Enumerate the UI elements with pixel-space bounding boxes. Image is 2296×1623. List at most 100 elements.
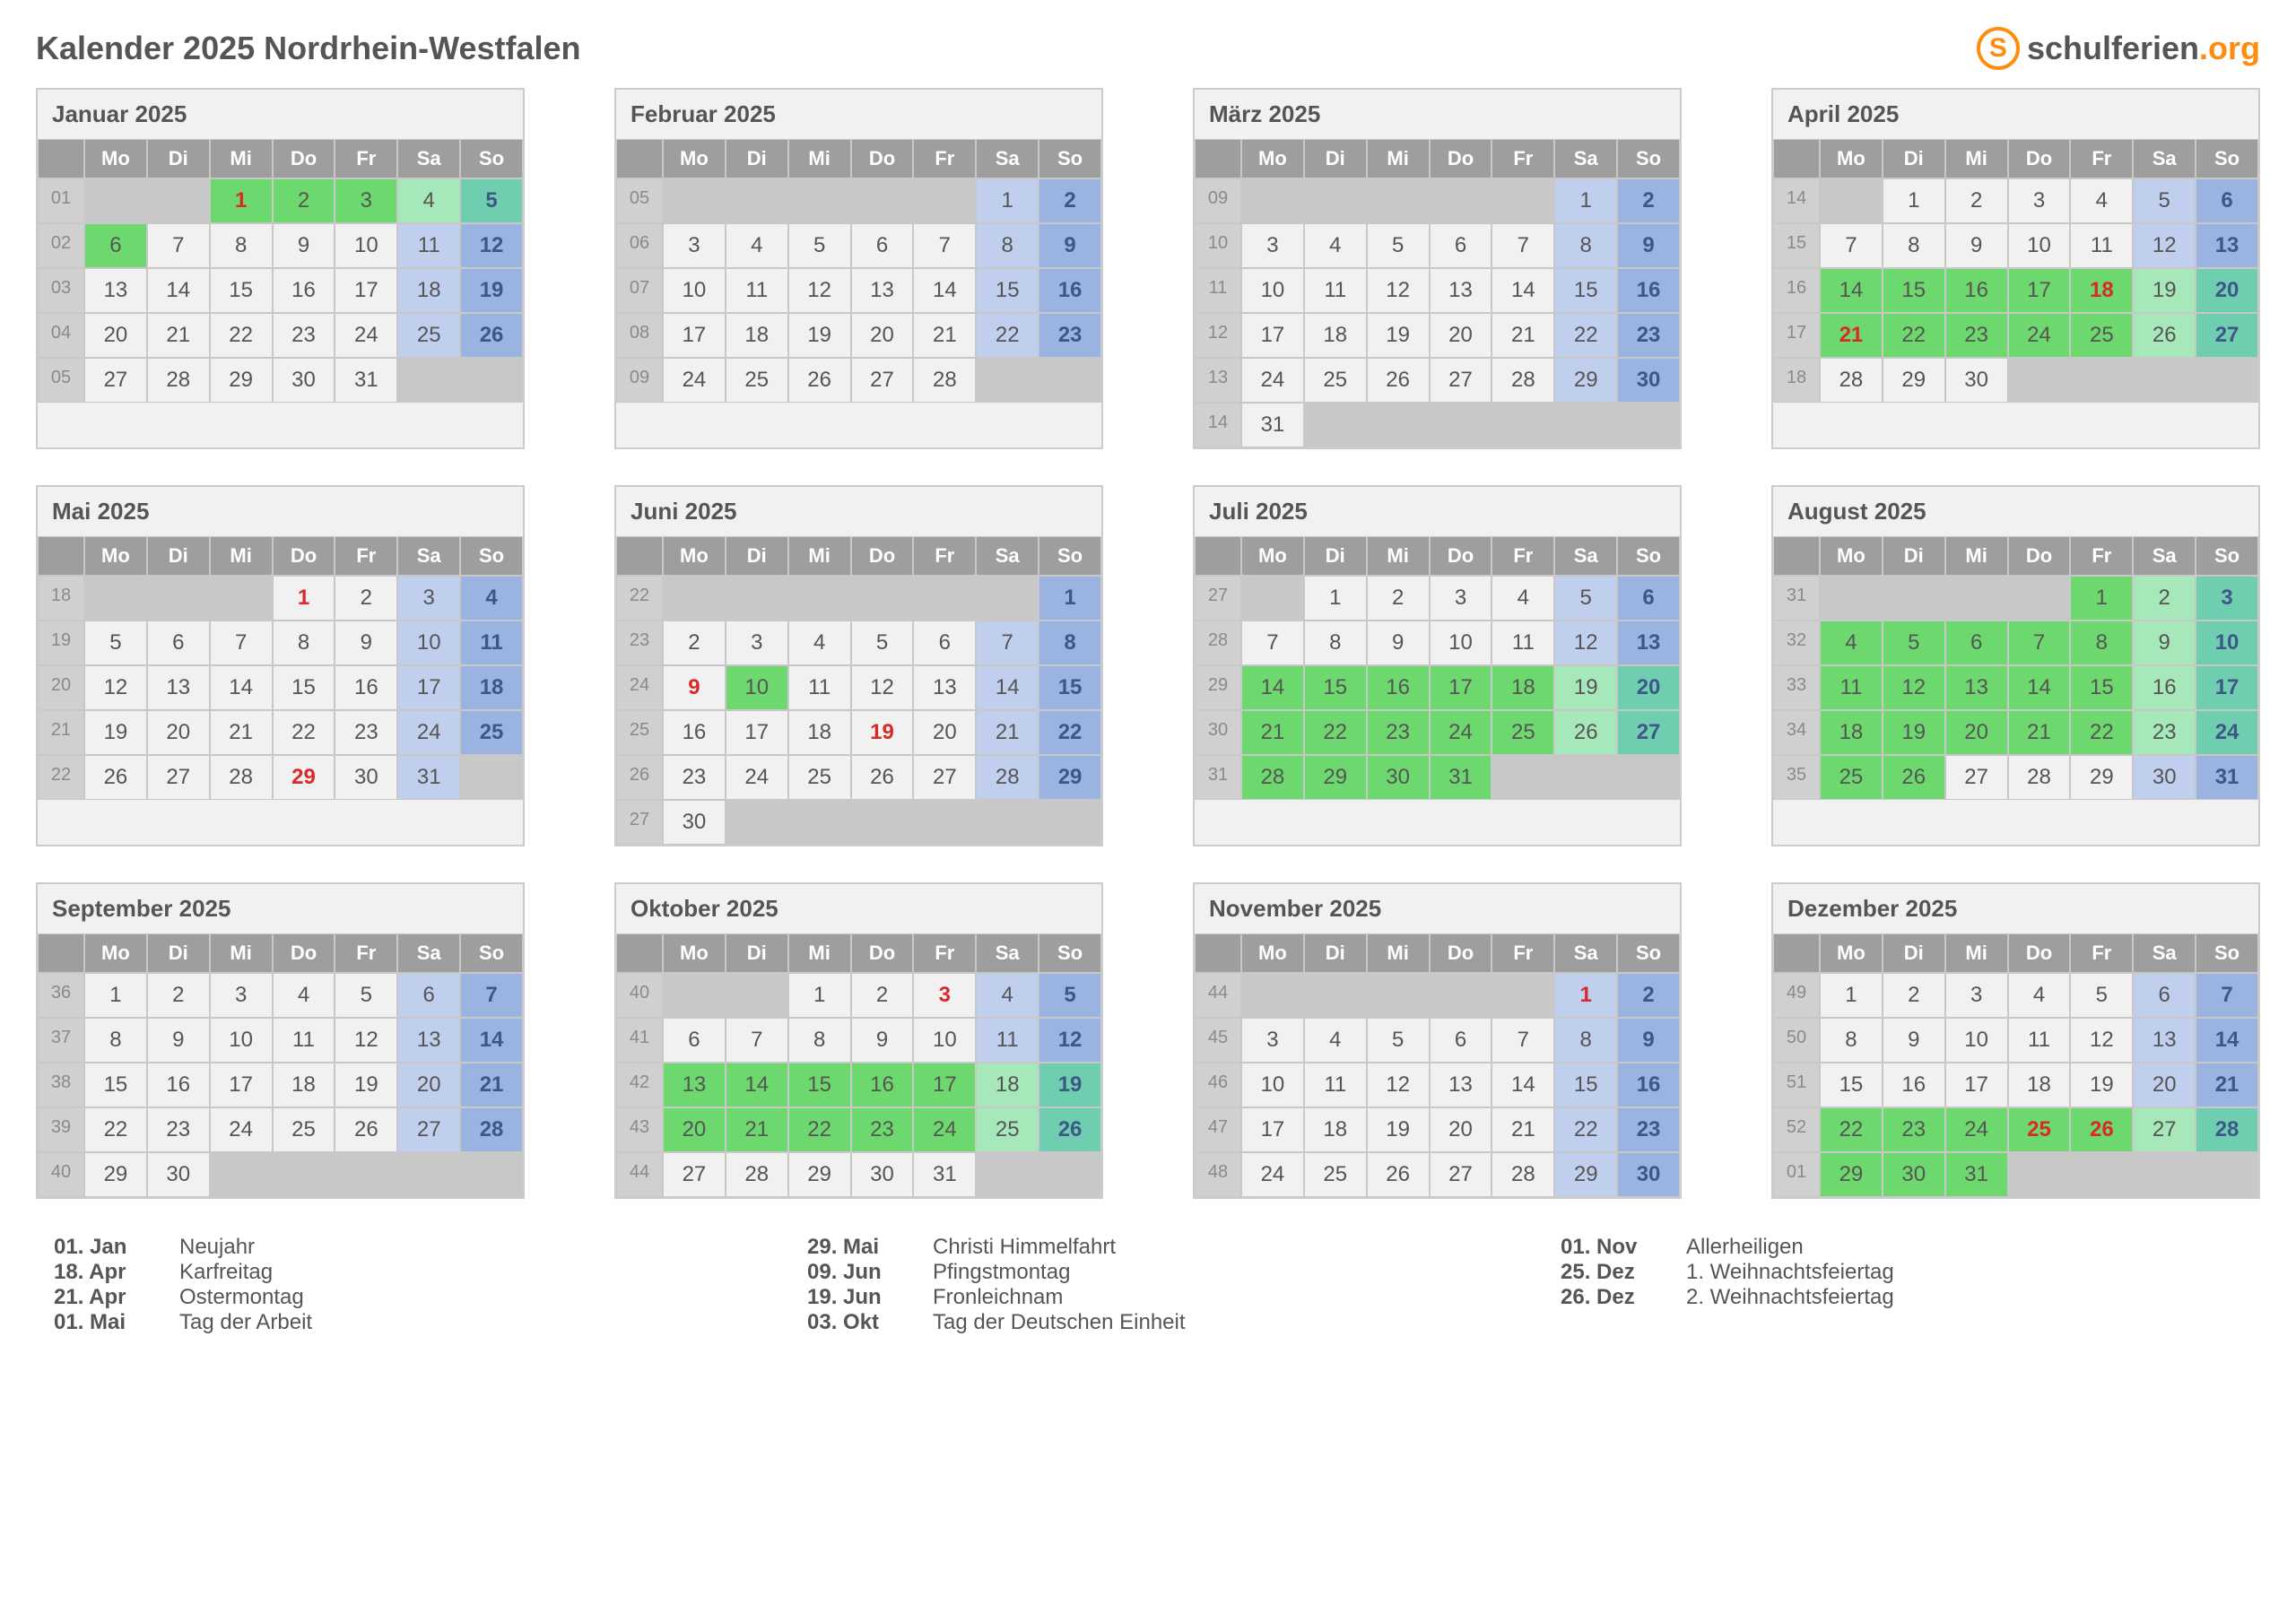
day-cell: 6 (1430, 1018, 1492, 1063)
day-cell (788, 800, 851, 845)
day-cell: 28 (726, 1152, 788, 1197)
day-cell: 12 (2070, 1018, 2133, 1063)
day-cell (397, 358, 460, 403)
dow-header: Mi (1367, 536, 1430, 576)
dow-header: Sa (397, 536, 460, 576)
legend-label: Allerheiligen (1686, 1235, 1804, 1260)
day-cell (726, 973, 788, 1018)
day-cell: 7 (2196, 973, 2258, 1018)
month: März 2025MoDiMiDoFrSaSo09121034567891110… (1193, 88, 1682, 449)
day-cell (147, 178, 210, 223)
day-cell: 7 (147, 223, 210, 268)
day-cell: 10 (663, 268, 726, 313)
day-cell: 16 (147, 1063, 210, 1107)
day-cell: 29 (1820, 1152, 1883, 1197)
dow-header: So (460, 933, 523, 973)
day-cell: 22 (788, 1107, 851, 1152)
day-cell: 11 (2008, 1018, 2071, 1063)
dow-header: Fr (913, 933, 976, 973)
dow-header: Mo (1241, 933, 1304, 973)
dow-header: Mo (663, 536, 726, 576)
week-number: 27 (1195, 576, 1241, 621)
day-cell: 9 (1883, 1018, 1945, 1063)
legend-row: 18. AprKarfreitag (54, 1260, 735, 1285)
week-number: 50 (1773, 1018, 1820, 1063)
dow-header: Mo (1820, 536, 1883, 576)
week-number: 33 (1773, 665, 1820, 710)
month: Januar 2025MoDiMiDoFrSaSo011234502678910… (36, 88, 525, 449)
dow-header: Mo (1241, 536, 1304, 576)
legend-label: Pfingstmontag (933, 1260, 1070, 1285)
day-cell: 29 (1554, 358, 1617, 403)
day-cell: 23 (1617, 313, 1680, 358)
day-cell: 22 (273, 710, 335, 755)
day-cell: 29 (2070, 755, 2133, 800)
week-number: 31 (1773, 576, 1820, 621)
legend-row: 03. OktTag der Deutschen Einheit (807, 1310, 1489, 1335)
month: Oktober 2025MoDiMiDoFrSaSo40123454167891… (614, 882, 1103, 1199)
day-cell: 15 (1554, 268, 1617, 313)
month-grid: MoDiMiDoFrSaSo44124534567894610111213141… (1195, 933, 1680, 1197)
day-cell: 28 (913, 358, 976, 403)
day-cell: 1 (976, 178, 1039, 223)
dow-header: So (2196, 933, 2258, 973)
day-cell: 17 (1241, 313, 1304, 358)
dow-header: Fr (1492, 139, 1554, 178)
day-cell: 16 (1617, 268, 1680, 313)
month-grid: MoDiMiDoFrSaSo05120634567890710111213141… (616, 139, 1101, 403)
day-cell (663, 973, 726, 1018)
weeknum-header (616, 536, 663, 576)
day-cell: 26 (2133, 313, 2196, 358)
day-cell: 17 (663, 313, 726, 358)
day-cell: 26 (1039, 1107, 1101, 1152)
legend-column: 01. NovAllerheiligen25. Dez1. Weihnachts… (1561, 1235, 2242, 1335)
dow-header: Di (1304, 139, 1367, 178)
dow-header: Do (2008, 139, 2071, 178)
day-cell: 24 (1241, 1152, 1304, 1197)
day-cell (210, 576, 273, 621)
day-cell: 15 (273, 665, 335, 710)
day-cell: 24 (913, 1107, 976, 1152)
dow-header: Di (726, 933, 788, 973)
week-number: 40 (38, 1152, 84, 1197)
day-cell: 15 (210, 268, 273, 313)
day-cell: 18 (1304, 1107, 1367, 1152)
day-cell: 8 (1554, 223, 1617, 268)
month: Juni 2025MoDiMiDoFrSaSo22123234567824910… (614, 485, 1103, 846)
day-cell: 4 (788, 621, 851, 665)
day-cell: 29 (788, 1152, 851, 1197)
day-cell (976, 1152, 1039, 1197)
day-cell: 19 (2133, 268, 2196, 313)
dow-header: Sa (976, 139, 1039, 178)
dow-header: So (1617, 139, 1680, 178)
day-cell (1883, 576, 1945, 621)
week-number: 42 (616, 1063, 663, 1107)
day-cell: 24 (726, 755, 788, 800)
day-cell: 1 (2070, 576, 2133, 621)
day-cell: 5 (1883, 621, 1945, 665)
month-grid: MoDiMiDoFrSaSo22123234567824910111213141… (616, 536, 1101, 845)
week-number: 11 (1195, 268, 1241, 313)
day-cell: 12 (2133, 223, 2196, 268)
day-cell: 22 (84, 1107, 147, 1152)
day-cell (1820, 576, 1883, 621)
day-cell: 11 (273, 1018, 335, 1063)
day-cell: 13 (663, 1063, 726, 1107)
day-cell: 28 (1492, 1152, 1554, 1197)
dow-header: Do (851, 536, 914, 576)
weeknum-header (1773, 536, 1820, 576)
day-cell: 19 (460, 268, 523, 313)
day-cell: 26 (84, 755, 147, 800)
day-cell (2133, 358, 2196, 403)
day-cell: 21 (2008, 710, 2071, 755)
day-cell: 6 (851, 223, 914, 268)
day-cell: 29 (273, 755, 335, 800)
day-cell (976, 576, 1039, 621)
dow-header: Mi (788, 933, 851, 973)
day-cell: 4 (273, 973, 335, 1018)
day-cell: 25 (460, 710, 523, 755)
day-cell (1304, 178, 1367, 223)
month-title: Juli 2025 (1195, 487, 1680, 536)
day-cell (788, 576, 851, 621)
day-cell: 14 (147, 268, 210, 313)
